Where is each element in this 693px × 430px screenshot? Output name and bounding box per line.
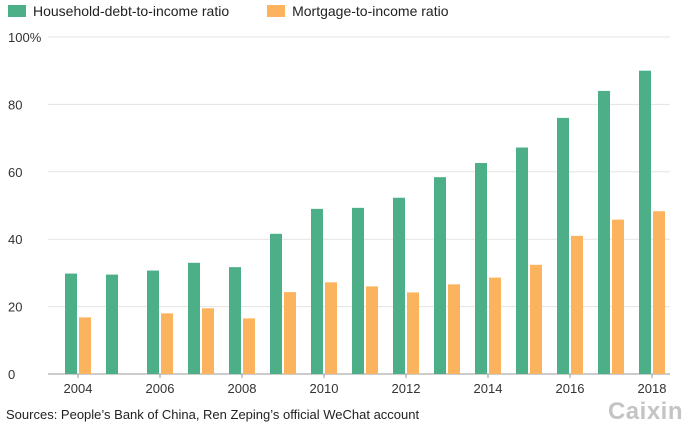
x-tick-label-2018: 2018 bbox=[638, 381, 667, 396]
bar-household-2012 bbox=[393, 197, 405, 374]
x-tick-label-2016: 2016 bbox=[556, 381, 585, 396]
caixin-logo: Caixin bbox=[607, 398, 683, 425]
bar-household-2008 bbox=[229, 267, 241, 374]
legend-item-household: Household-debt-to-income ratio bbox=[8, 3, 229, 19]
y-tick-label-20: 20 bbox=[8, 300, 22, 315]
legend-swatch-mortgage bbox=[267, 5, 286, 17]
bar-mortgage-2010 bbox=[325, 282, 337, 374]
bar-household-2018 bbox=[639, 70, 651, 374]
bar-household-2011 bbox=[352, 207, 364, 374]
bar-mortgage-2007 bbox=[202, 308, 214, 374]
bar-household-2006 bbox=[147, 270, 159, 374]
x-tick-label-2012: 2012 bbox=[392, 381, 421, 396]
y-tick-label-0: 0 bbox=[8, 367, 15, 382]
bar-household-2014 bbox=[475, 163, 487, 374]
y-tick-label-60: 60 bbox=[8, 165, 22, 180]
bar-mortgage-2016 bbox=[571, 235, 583, 374]
source-note: Sources: People’s Bank of China, Ren Zep… bbox=[6, 407, 420, 422]
bar-household-2017 bbox=[598, 90, 610, 375]
bar-mortgage-2014 bbox=[489, 277, 501, 374]
bar-household-2015 bbox=[516, 147, 528, 374]
bar-mortgage-2006 bbox=[161, 313, 173, 374]
bar-chart: 0 20 40 60 80 100% 2004 2006 2008 2010 2012 2014 201… bbox=[8, 30, 670, 396]
bar-mortgage-2013 bbox=[448, 284, 460, 374]
bar-household-2009 bbox=[270, 233, 282, 374]
legend-swatch-household bbox=[8, 5, 26, 17]
bar-mortgage-2009 bbox=[284, 292, 296, 374]
bar-household-2013 bbox=[434, 177, 446, 374]
bar-household-2016 bbox=[557, 117, 569, 374]
x-tick-label-2014: 2014 bbox=[474, 381, 503, 396]
legend-label-household: Household-debt-to-income ratio bbox=[33, 3, 230, 19]
bar-mortgage-2015 bbox=[530, 264, 542, 374]
y-tick-label-100: 100% bbox=[8, 30, 42, 45]
bar-mortgage-2011 bbox=[366, 286, 378, 374]
bar-mortgage-2012 bbox=[407, 292, 419, 374]
x-tick-label-2008: 2008 bbox=[228, 381, 257, 396]
x-tick-label-2010: 2010 bbox=[310, 381, 339, 396]
legend-label-mortgage: Mortgage-to-income ratio bbox=[292, 3, 449, 19]
bar-household-2007 bbox=[188, 262, 200, 374]
bar-mortgage-2008 bbox=[243, 318, 255, 374]
bar-household-2010 bbox=[311, 208, 323, 374]
bar-mortgage-2017 bbox=[612, 219, 624, 374]
y-tick-label-40: 40 bbox=[8, 232, 22, 247]
x-tick-label-2006: 2006 bbox=[146, 381, 175, 396]
bar-household-2005 bbox=[106, 274, 118, 374]
bar-mortgage-2004 bbox=[79, 317, 91, 374]
legend-item-mortgage: Mortgage-to-income ratio bbox=[267, 3, 449, 19]
x-tick-label-2004: 2004 bbox=[64, 381, 93, 396]
y-tick-label-80: 80 bbox=[8, 97, 22, 112]
bar-mortgage-2018 bbox=[653, 211, 665, 374]
bar-household-2004 bbox=[65, 273, 77, 374]
chart-legend: Household-debt-to-income ratio Mortgage-… bbox=[8, 3, 487, 19]
